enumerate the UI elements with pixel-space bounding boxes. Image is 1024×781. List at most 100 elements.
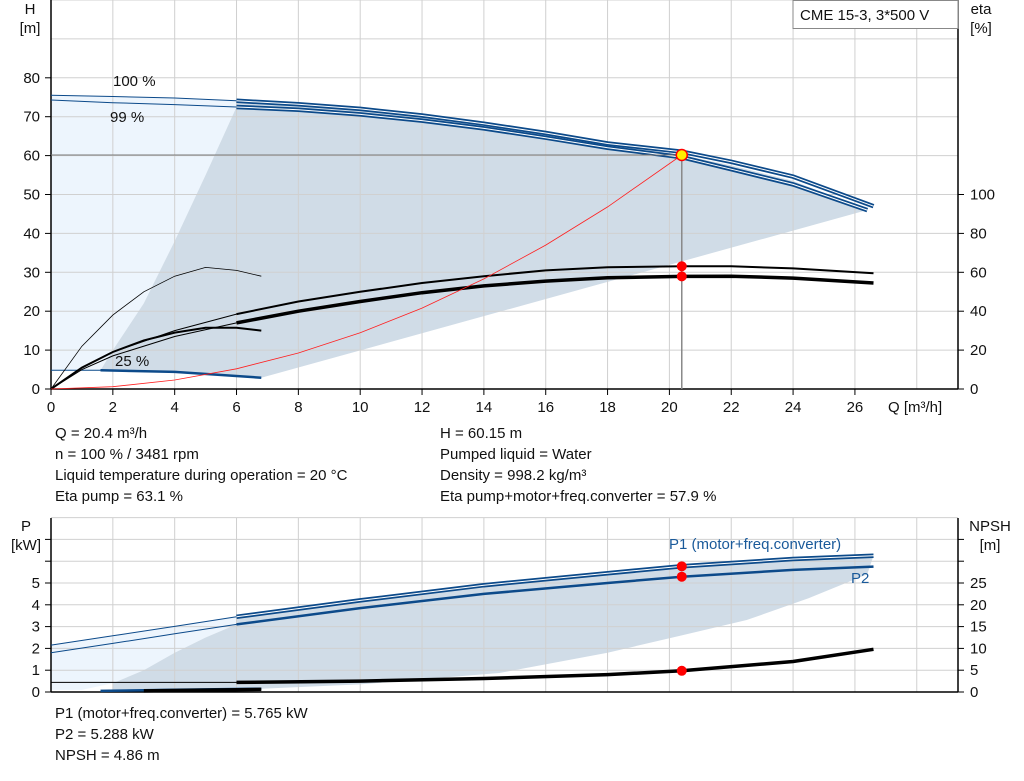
info-eta-total: Eta pump+motor+freq.converter = 57.9 % xyxy=(440,488,717,505)
y-tick-label: 4 xyxy=(32,597,40,614)
x-tick-label: 12 xyxy=(414,399,431,416)
curve-label-p2: P2 xyxy=(851,570,869,587)
series-line-99- xyxy=(50,99,237,108)
duty-point-marker xyxy=(675,148,689,162)
y-tick-label: 1 xyxy=(32,662,40,679)
x-tick-label: 14 xyxy=(476,399,493,416)
info-density: Density = 998.2 kg/m³ xyxy=(440,467,587,484)
series-line-eta xyxy=(236,265,874,316)
info-liquid-temp: Liquid temperature during operation = 20… xyxy=(55,467,348,484)
y-axis-label: [m] xyxy=(20,20,41,37)
y2-tick-label: 25 xyxy=(970,575,987,592)
x-tick-label: 0 xyxy=(47,399,55,416)
y-tick-label: 50 xyxy=(23,187,40,204)
y-axis-label: P xyxy=(21,518,31,535)
y2-axis-label: [m] xyxy=(980,537,1001,554)
x-tick-label: 2 xyxy=(109,399,117,416)
legend-text: CME 15-3, 3*500 V xyxy=(800,7,929,24)
y-tick-label: 3 xyxy=(32,619,40,636)
y2-tick-label: 60 xyxy=(970,264,987,281)
info-left: Q = 20.4 m³/h n = 100 % / 3481 rpm Liqui… xyxy=(55,423,347,507)
y2-axis-label: [%] xyxy=(970,20,992,37)
duty-marker-p1 xyxy=(676,561,687,572)
duty-marker-npsh xyxy=(676,665,687,676)
y-tick-label: 0 xyxy=(32,684,40,701)
y2-tick-label: 100 xyxy=(970,187,995,204)
y-axis-label: [kW] xyxy=(11,537,41,554)
x-tick-label: 10 xyxy=(352,399,369,416)
y-tick-label: 20 xyxy=(23,303,40,320)
x-tick-label: 8 xyxy=(294,399,302,416)
y2-tick-label: 0 xyxy=(970,684,978,701)
series-line-eta xyxy=(50,322,237,390)
series-line-100- xyxy=(236,100,874,207)
series-line-eta xyxy=(236,274,874,325)
y2-tick-label: 10 xyxy=(970,640,987,657)
info-right: H = 60.15 m Pumped liquid = Water Densit… xyxy=(440,423,716,507)
y-tick-label: 80 xyxy=(23,70,40,87)
y2-tick-label: 5 xyxy=(970,662,978,679)
x-tick-label: 4 xyxy=(171,399,179,416)
series-line-p1-motor-freq-converter- xyxy=(236,555,874,618)
x-tick-label: 16 xyxy=(537,399,554,416)
y-tick-label: 30 xyxy=(23,264,40,281)
x-tick-label: 26 xyxy=(847,399,864,416)
x-tick-label: 22 xyxy=(723,399,740,416)
series-line-eta xyxy=(50,326,262,390)
curve-label-p1: P1 (motor+freq.converter) xyxy=(669,536,841,553)
x-tick-label: 20 xyxy=(661,399,678,416)
series-line-p1-motor-freq-converter- xyxy=(50,616,237,646)
duty-marker-eta-total xyxy=(676,271,687,282)
y-tick-label: 2 xyxy=(32,640,40,657)
info-power: P1 (motor+freq.converter) = 5.765 kW P2 … xyxy=(55,703,308,766)
y-tick-label: 5 xyxy=(32,575,40,592)
info-p2: P2 = 5.288 kW xyxy=(55,726,154,743)
y-axis-label: H xyxy=(25,1,36,18)
series-line-99- xyxy=(236,106,868,211)
legend-box: CME 15-3, 3*500 V xyxy=(792,0,959,29)
y2-axis-label: NPSH xyxy=(969,518,1011,535)
info-flow: Q = 20.4 m³/h xyxy=(55,425,148,442)
series-line-p2 xyxy=(236,565,874,626)
operating-region-light xyxy=(51,95,237,371)
curve-label-99: 99 % xyxy=(110,109,144,126)
x-tick-label: 18 xyxy=(599,399,616,416)
series-line-npsh xyxy=(236,647,874,685)
info-liquid: Pumped liquid = Water xyxy=(440,446,592,463)
power-npsh-chart: 0 1 2 3 4 5 0 5 10 15 20 25 P [kW] NPSH [m] xyxy=(11,517,1011,701)
y2-tick-label: 0 xyxy=(970,381,978,398)
y-tick-label: 10 xyxy=(23,342,40,359)
y-tick-label: 70 xyxy=(23,109,40,126)
series-line-100- xyxy=(50,94,237,102)
info-speed: n = 100 % / 3481 rpm xyxy=(55,446,199,463)
x-tick-label: 24 xyxy=(785,399,802,416)
y2-tick-label: 20 xyxy=(970,597,987,614)
series-line-eta xyxy=(50,266,262,390)
y2-tick-label: 15 xyxy=(970,619,987,636)
x-tick-label: 6 xyxy=(232,399,240,416)
y2-tick-label: 80 xyxy=(970,225,987,242)
y-tick-label: 40 xyxy=(23,225,40,242)
curve-label-100: 100 % xyxy=(113,73,156,90)
info-head: H = 60.15 m xyxy=(440,425,523,442)
y2-tick-label: 40 xyxy=(970,303,987,320)
y2-axis-label: eta xyxy=(971,1,993,18)
duty-marker-p2 xyxy=(676,571,687,582)
info-eta-pump: Eta pump = 63.1 % xyxy=(55,488,183,505)
series-line-25- xyxy=(100,369,262,379)
curve-label-25: 25 % xyxy=(115,353,149,370)
series-line-h xyxy=(50,154,683,390)
info-p1: P1 (motor+freq.converter) = 5.765 kW xyxy=(55,705,308,722)
info-npsh: NPSH = 4.86 m xyxy=(55,747,160,764)
series-line-p xyxy=(143,687,262,693)
series-line-p2 xyxy=(50,623,237,654)
x-axis-label: Q [m³/h] xyxy=(888,399,942,416)
operating-region-light xyxy=(51,616,237,690)
operating-region-dark xyxy=(112,555,874,690)
duty-marker-eta-pump xyxy=(676,261,687,272)
y2-tick-label: 20 xyxy=(970,342,987,359)
y-tick-label: 0 xyxy=(32,381,40,398)
